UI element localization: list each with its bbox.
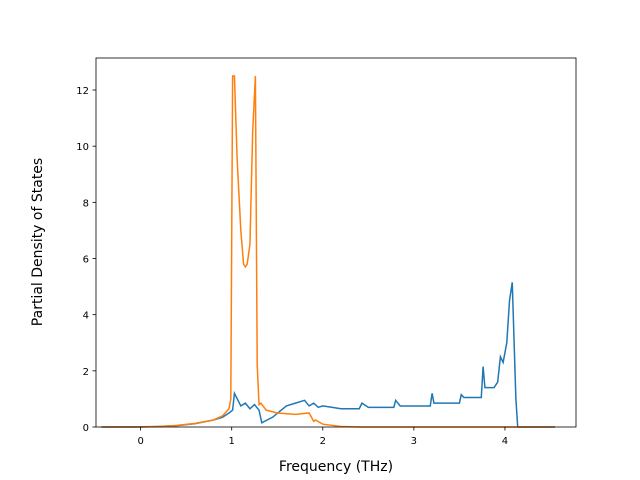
- line-series: [101, 75, 556, 428]
- line-series: [101, 282, 556, 428]
- y-axis-label: Partial Density of States: [30, 158, 46, 326]
- plot-frame: [95, 57, 577, 428]
- x-axis-label: Frequency (THz): [279, 459, 393, 475]
- x-tick-label: 4: [502, 436, 508, 447]
- x-tick-label: 3: [411, 436, 417, 447]
- y-tick-label: 4: [83, 311, 89, 322]
- y-tick-label: 2: [83, 367, 89, 378]
- y-tick-label: 6: [83, 255, 89, 266]
- x-tick-label: 1: [229, 436, 235, 447]
- x-tick-label: 2: [320, 436, 326, 447]
- y-tick-label: 10: [76, 142, 89, 153]
- y-tick-label: 12: [76, 86, 89, 97]
- y-tick-label: 8: [83, 198, 89, 209]
- y-tick-label: 0: [83, 423, 89, 434]
- x-tick-label: 0: [137, 436, 143, 447]
